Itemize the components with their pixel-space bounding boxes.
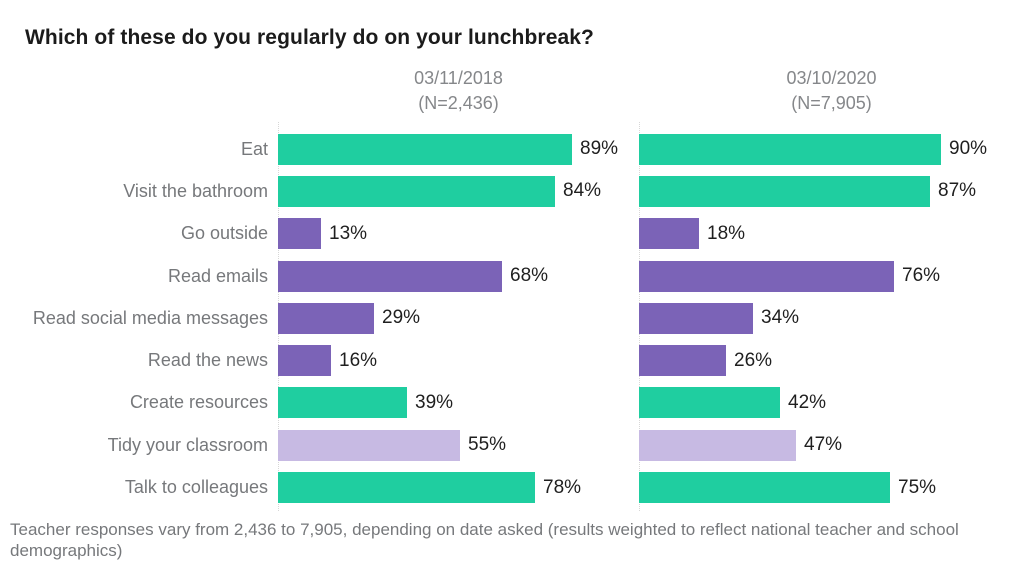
header-spacer bbox=[0, 66, 278, 116]
chart-row: Tidy your classroom 55% 47% bbox=[0, 424, 1024, 466]
column-headers: 03/11/2018 (N=2,436) 03/10/2020 (N=7,905… bbox=[0, 66, 1024, 116]
chart-row: Create resources 39% 42% bbox=[0, 382, 1024, 424]
panel-03/11/2018: 68% bbox=[278, 260, 639, 292]
bar-value: 76% bbox=[902, 265, 941, 287]
column-header-2020: 03/10/2020 (N=7,905) bbox=[639, 66, 1024, 116]
panel-03/11/2018: 13% bbox=[278, 218, 639, 250]
bar-value: 78% bbox=[543, 476, 582, 498]
panel-03/10/2020: 76% bbox=[639, 260, 1024, 292]
panel-03/11/2018: 89% bbox=[278, 133, 639, 165]
column-n-2018: (N=2,436) bbox=[418, 93, 499, 113]
panel-03/10/2020: 75% bbox=[639, 472, 1024, 504]
bar-value: 89% bbox=[580, 138, 619, 160]
footnote: Teacher responses vary from 2,436 to 7,9… bbox=[10, 519, 959, 560]
chart-row: Talk to colleagues 78% 75% bbox=[0, 466, 1024, 508]
bar-value: 68% bbox=[510, 265, 549, 287]
chart-row: Eat 89% 90% bbox=[0, 128, 1024, 170]
column-header-2018: 03/11/2018 (N=2,436) bbox=[278, 66, 639, 116]
bar bbox=[639, 429, 796, 461]
category-label: Read the news bbox=[147, 350, 268, 371]
bar bbox=[278, 302, 374, 334]
bar bbox=[278, 260, 502, 292]
panel-03/11/2018: 29% bbox=[278, 302, 639, 334]
bar bbox=[278, 218, 321, 250]
bar-value: 84% bbox=[563, 180, 602, 202]
chart-row: Go outside 13% 18% bbox=[0, 213, 1024, 255]
panel-03/11/2018: 78% bbox=[278, 472, 639, 504]
bar-value: 26% bbox=[734, 349, 773, 371]
bar bbox=[639, 302, 753, 334]
category-label: Eat bbox=[240, 138, 268, 159]
chart-row: Visit the bathroom 84% 87% bbox=[0, 170, 1024, 212]
bar bbox=[639, 472, 890, 504]
bar bbox=[278, 175, 555, 207]
bar bbox=[639, 345, 726, 377]
panel-03/11/2018: 16% bbox=[278, 345, 639, 377]
category-label: Tidy your classroom bbox=[107, 434, 268, 455]
bar bbox=[639, 260, 894, 292]
bar bbox=[639, 175, 930, 207]
bar bbox=[639, 133, 941, 165]
panel-03/10/2020: 47% bbox=[639, 429, 1024, 461]
column-n-2020: (N=7,905) bbox=[791, 93, 872, 113]
chart-title: Which of these do you regularly do on yo… bbox=[25, 26, 594, 49]
chart-rows: Eat 89% 90% Visit the bathroom 84% 87% Go outs… bbox=[0, 122, 1024, 511]
bar-value: 75% bbox=[898, 476, 937, 498]
panel-03/10/2020: 90% bbox=[639, 133, 1024, 165]
bar bbox=[278, 345, 331, 377]
bar-value: 18% bbox=[707, 222, 746, 244]
panel-03/10/2020: 42% bbox=[639, 387, 1024, 419]
bar-value: 87% bbox=[938, 180, 977, 202]
bar bbox=[639, 387, 780, 419]
bar-value: 55% bbox=[468, 434, 507, 456]
bar-value: 13% bbox=[329, 222, 368, 244]
panel-03/11/2018: 39% bbox=[278, 387, 639, 419]
column-date-2018: 03/11/2018 bbox=[414, 68, 503, 88]
bar-value: 42% bbox=[788, 391, 827, 413]
panel-03/10/2020: 87% bbox=[639, 175, 1024, 207]
category-label: Go outside bbox=[180, 223, 268, 244]
bar bbox=[278, 472, 535, 504]
column-date-2020: 03/10/2020 bbox=[786, 68, 877, 88]
chart-row: Read social media messages 29% 34% bbox=[0, 297, 1024, 339]
panel-03/11/2018: 55% bbox=[278, 429, 639, 461]
chart-row: Read emails 68% 76% bbox=[0, 255, 1024, 297]
bar-value: 90% bbox=[949, 138, 988, 160]
chart-row: Read the news 16% 26% bbox=[0, 339, 1024, 381]
category-label: Create resources bbox=[129, 392, 268, 413]
panel-03/10/2020: 34% bbox=[639, 302, 1024, 334]
panel-03/10/2020: 26% bbox=[639, 345, 1024, 377]
panel-03/11/2018: 84% bbox=[278, 175, 639, 207]
bar bbox=[278, 133, 572, 165]
panel-03/10/2020: 18% bbox=[639, 218, 1024, 250]
category-label: Read social media messages bbox=[32, 307, 268, 328]
bar bbox=[278, 387, 407, 419]
category-label: Read emails bbox=[167, 265, 268, 286]
bar-value: 47% bbox=[804, 434, 843, 456]
bar-value: 34% bbox=[761, 307, 800, 329]
bar-value: 29% bbox=[382, 307, 421, 329]
bar bbox=[278, 429, 460, 461]
bar-value: 16% bbox=[339, 349, 378, 371]
category-label: Visit the bathroom bbox=[123, 180, 268, 201]
bar bbox=[639, 218, 699, 250]
bar-value: 39% bbox=[415, 391, 454, 413]
category-label: Talk to colleagues bbox=[124, 477, 268, 498]
